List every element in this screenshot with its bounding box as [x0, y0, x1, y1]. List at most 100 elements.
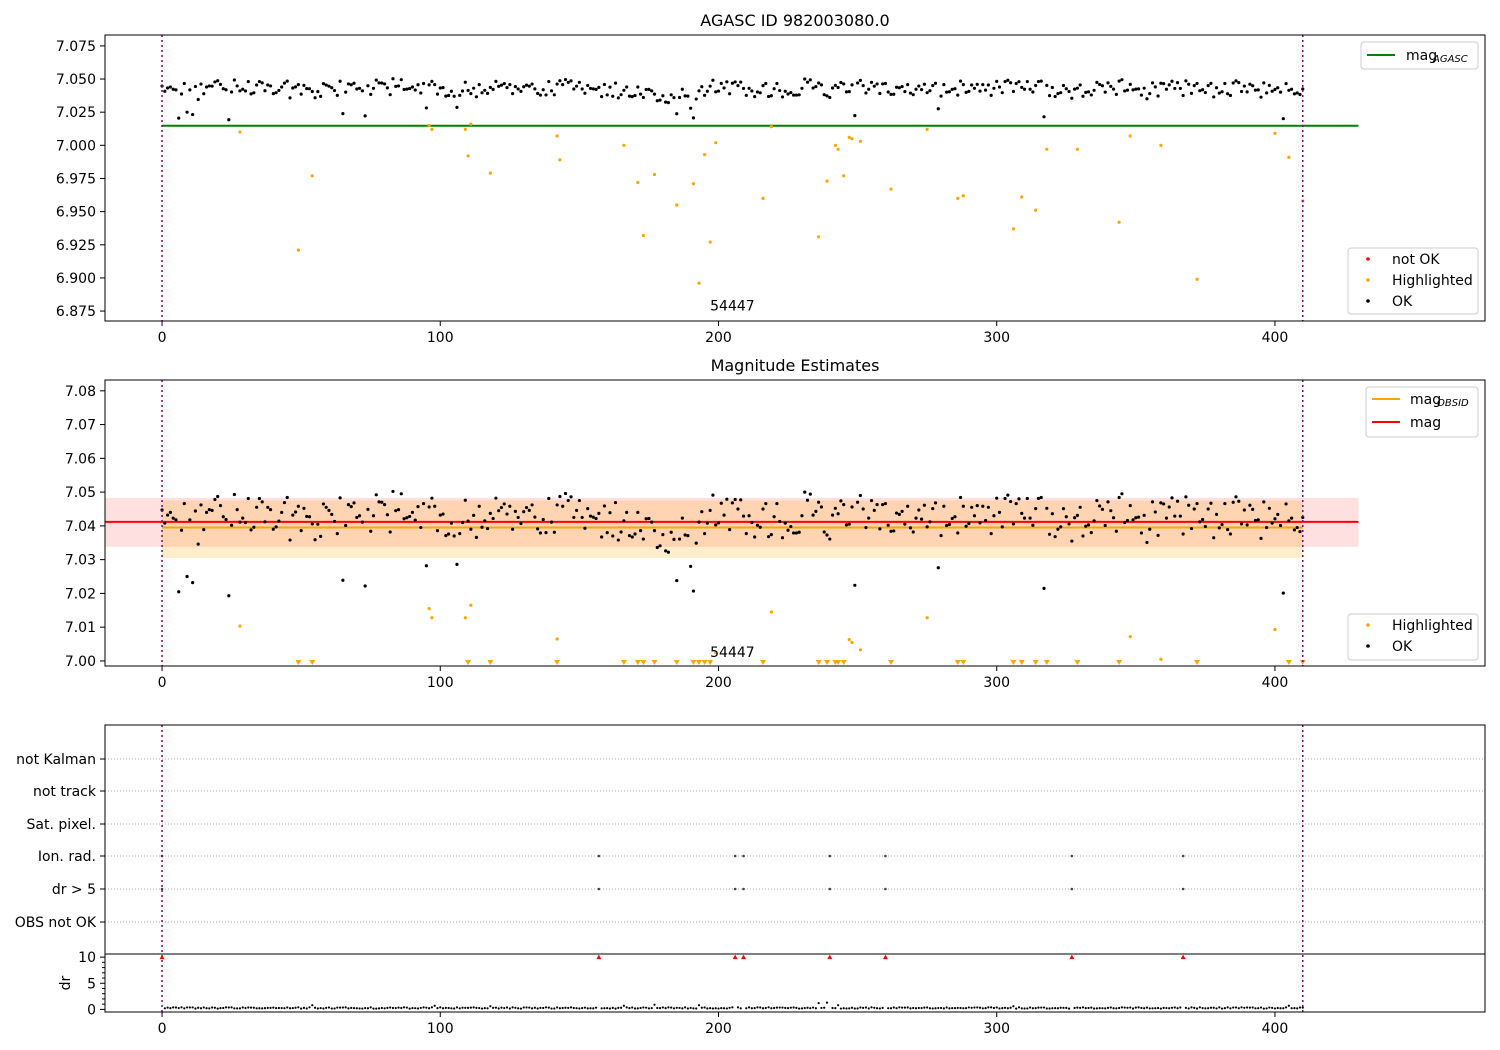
clipped-point-marker: [1043, 660, 1050, 665]
ok-point: [778, 519, 782, 524]
dr-point: [937, 1006, 940, 1010]
ok-point: [986, 83, 990, 87]
ok-point: [811, 513, 815, 517]
dr-point: [536, 1007, 539, 1010]
ok-point: [730, 81, 734, 85]
ok-point: [463, 80, 467, 84]
ok-point: [702, 532, 707, 536]
ok-point: [177, 590, 181, 594]
ok-point: [680, 87, 684, 91]
ok-point: [207, 508, 211, 512]
ok-point: [1014, 81, 1018, 86]
legend-points-1: [1347, 247, 1479, 315]
dr-point: [614, 1007, 617, 1010]
axes-frame-2: [104, 379, 1486, 667]
dr-point: [856, 1007, 859, 1010]
dr-point: [697, 1004, 701, 1007]
ok-point: [255, 83, 259, 87]
ok-point: [613, 500, 618, 505]
ok-point: [986, 505, 990, 509]
highlighted-point: [1273, 131, 1277, 135]
dr-point: [205, 1007, 208, 1010]
ok-point: [310, 89, 314, 94]
dr-point: [389, 1006, 392, 1009]
ok-point: [191, 580, 195, 585]
ok-point: [597, 511, 601, 515]
ok-point: [878, 527, 882, 531]
ok-point: [238, 89, 242, 93]
dr-clipped-marker: [1180, 954, 1186, 960]
dr-point: [230, 1006, 233, 1009]
ok-point: [819, 83, 824, 87]
dr-point: [505, 1006, 509, 1009]
ok-point: [268, 84, 273, 88]
ok-point: [341, 112, 345, 116]
ok-point: [1106, 81, 1110, 85]
ok-point: [808, 78, 812, 82]
dr-point: [1246, 1006, 1249, 1009]
ok-point: [1259, 95, 1263, 99]
ok-point: [650, 89, 654, 93]
ok-point: [438, 513, 442, 517]
dr-point: [1184, 1006, 1188, 1009]
ok-point: [861, 84, 865, 88]
ok-point: [625, 510, 629, 514]
ok-point: [433, 504, 437, 508]
dr-axis-label: dr: [58, 975, 74, 990]
ok-point: [399, 78, 403, 82]
ok-point: [853, 114, 857, 118]
ok-point: [218, 82, 223, 86]
dr-point: [917, 1006, 920, 1010]
ok-point: [1075, 86, 1079, 90]
dr-point: [831, 1006, 834, 1010]
ok-point: [255, 505, 259, 509]
ok-point: [313, 96, 317, 100]
ok-point: [1070, 96, 1074, 100]
dr-point: [864, 1006, 868, 1009]
ok-point: [263, 89, 267, 93]
ok-point: [1239, 89, 1244, 94]
ok-point: [185, 574, 189, 579]
ok-point: [1042, 586, 1046, 590]
dr-point: [191, 1006, 194, 1009]
dr-point: [594, 1006, 598, 1009]
ok-point: [697, 89, 701, 93]
clipped-point-marker: [1010, 660, 1017, 665]
ok-point: [1251, 84, 1255, 88]
ok-point: [430, 496, 434, 500]
ok-point: [530, 503, 534, 507]
ok-point: [602, 82, 607, 87]
highlighted-point: [769, 610, 773, 614]
ok-point: [179, 528, 184, 532]
dr-point: [848, 1007, 851, 1010]
ok-point: [458, 532, 462, 536]
ok-point: [861, 507, 865, 511]
legend-swatch: [1366, 623, 1370, 627]
dr-point: [1298, 1006, 1302, 1009]
ok-point: [1006, 78, 1010, 82]
ok-point: [449, 89, 453, 93]
highlighted-point: [1287, 155, 1291, 159]
ok-point: [293, 85, 298, 89]
ok-point: [1214, 86, 1219, 90]
dr-point: [803, 1006, 806, 1010]
dr-point: [1165, 1006, 1168, 1010]
ok-point: [388, 530, 392, 534]
dr-clipped-marker: [596, 954, 602, 960]
ok-point: [1234, 495, 1238, 499]
ok-point: [1070, 539, 1074, 543]
dr-point: [1176, 1007, 1179, 1010]
ok-point: [769, 94, 773, 98]
ok-point: [983, 518, 988, 523]
ok-point: [555, 503, 559, 507]
ok-point: [750, 89, 754, 93]
ok-point: [1195, 81, 1199, 86]
ok-point: [878, 91, 882, 96]
dr-point: [1059, 1006, 1062, 1009]
x-tick-label: 100: [427, 675, 454, 691]
ok-point: [321, 82, 326, 86]
ok-point: [847, 522, 851, 526]
ok-point: [708, 508, 712, 512]
ok-point: [961, 82, 965, 87]
ok-point: [650, 520, 654, 524]
